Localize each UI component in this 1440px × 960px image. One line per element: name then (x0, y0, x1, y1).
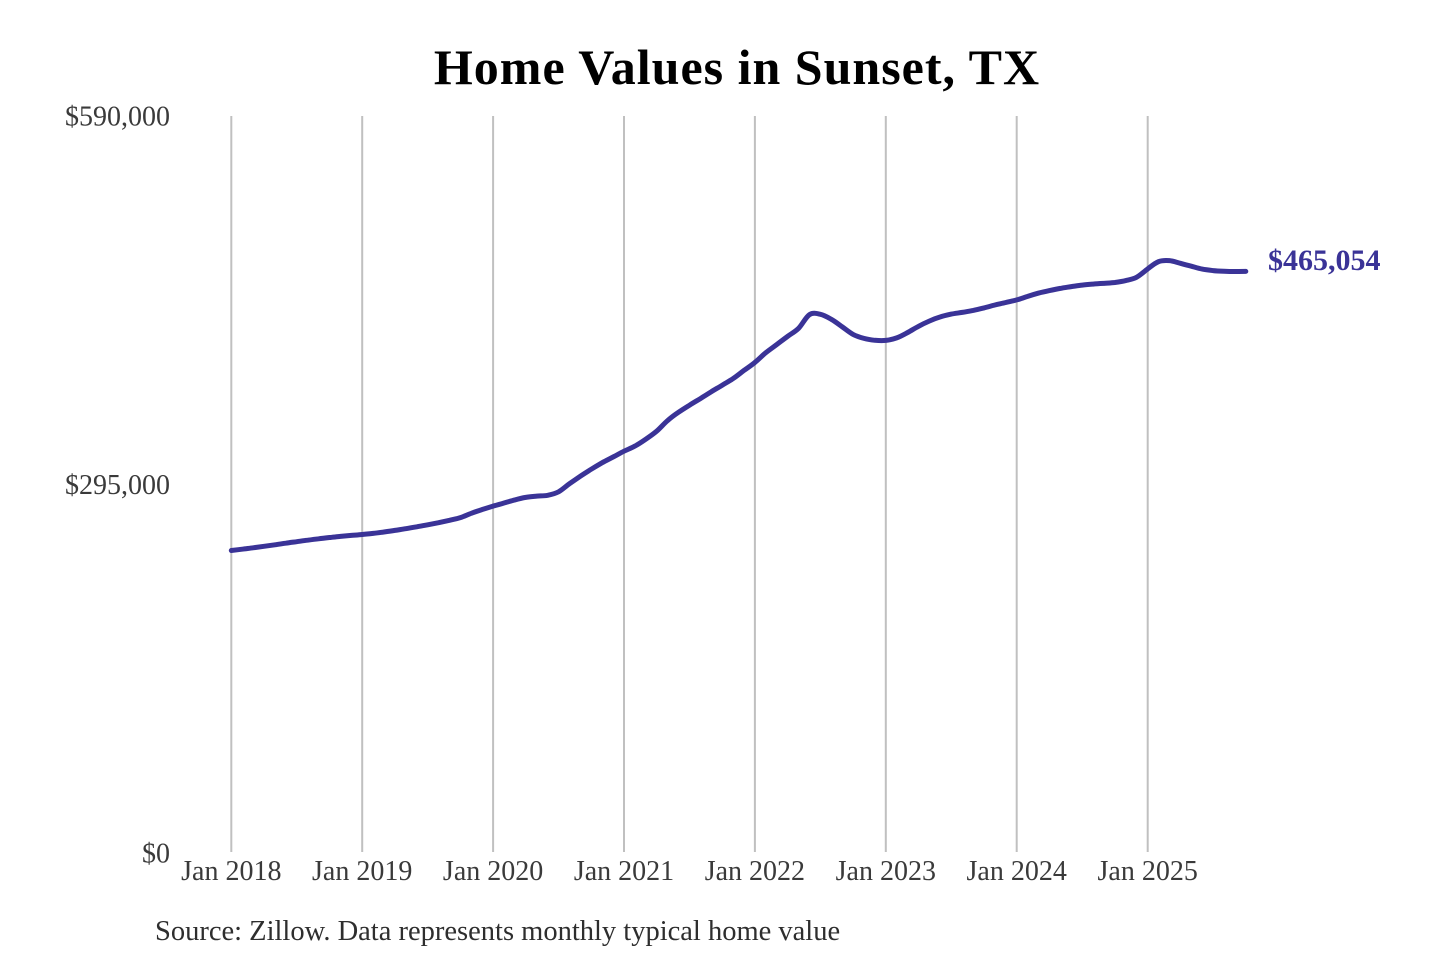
svg-text:Jan 2019: Jan 2019 (312, 856, 412, 887)
svg-text:Jan 2023: Jan 2023 (836, 856, 936, 887)
svg-text:Jan 2021: Jan 2021 (574, 856, 674, 887)
svg-text:$590,000: $590,000 (65, 102, 170, 133)
svg-text:Home Values in Sunset, TX: Home Values in Sunset, TX (434, 39, 1040, 95)
svg-text:Jan 2018: Jan 2018 (181, 856, 281, 887)
svg-text:Jan 2024: Jan 2024 (967, 856, 1067, 887)
svg-text:Jan 2022: Jan 2022 (705, 856, 805, 887)
svg-text:Jan 2025: Jan 2025 (1098, 856, 1198, 887)
svg-text:Jan 2020: Jan 2020 (443, 856, 543, 887)
svg-text:Source: Zillow. Data represent: Source: Zillow. Data represents monthly … (155, 916, 840, 947)
svg-text:$295,000: $295,000 (65, 470, 170, 501)
svg-text:$465,054: $465,054 (1268, 244, 1381, 277)
svg-text:$0: $0 (142, 839, 170, 870)
